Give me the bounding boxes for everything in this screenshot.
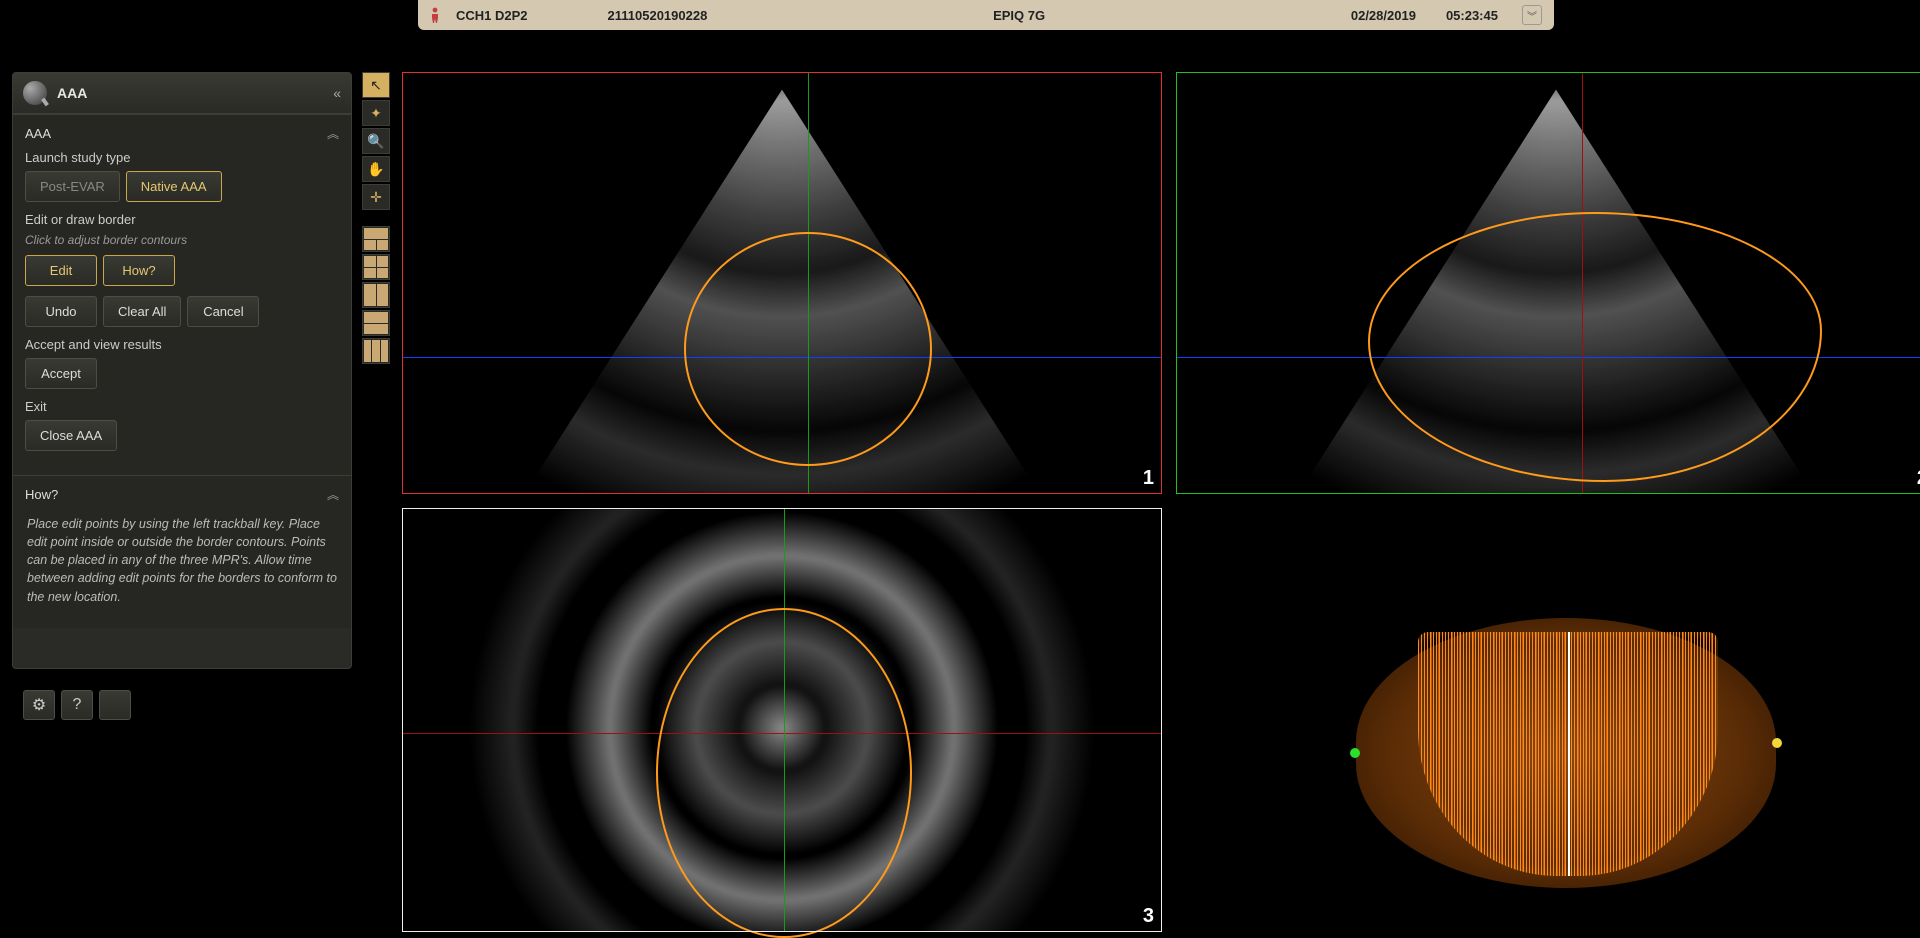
viewport-2[interactable]: 2 — [1176, 72, 1920, 494]
study-id: 21110520190228 — [608, 8, 708, 23]
pan-tool[interactable]: ✋ — [362, 156, 390, 182]
cancel-button[interactable]: Cancel — [187, 296, 259, 327]
question-icon: ? — [73, 696, 82, 714]
close-aaa-button[interactable]: Close AAA — [25, 420, 117, 451]
native-aaa-button[interactable]: Native AAA — [126, 171, 222, 202]
expand-info-button[interactable]: ︾ — [1522, 5, 1542, 25]
patient-info-bar: CCH1 D2P2 21110520190228 EPIQ 7G 02/28/2… — [418, 0, 1554, 30]
aaa-section: AAA ︽ Launch study type Post-EVAR Native… — [13, 114, 351, 475]
volume-handle-left[interactable] — [1350, 748, 1360, 758]
post-evar-button[interactable]: Post-EVAR — [25, 171, 120, 202]
how-button[interactable]: How? — [103, 255, 175, 286]
zoom-tool[interactable]: 🔍 — [362, 128, 390, 154]
help-footer-button[interactable]: ? — [61, 690, 93, 720]
launch-label: Launch study type — [25, 150, 339, 165]
undo-button[interactable]: Undo — [25, 296, 97, 327]
magnifier-icon: 🔍 — [367, 133, 384, 150]
gear-icon: ⚙ — [32, 695, 46, 715]
sidebar-footer: ⚙ ? — [13, 682, 141, 728]
sidebar-panel: AAA « AAA ︽ Launch study type Post-EVAR … — [12, 72, 352, 669]
pointer-star-icon: ✦ — [370, 105, 382, 122]
study-date: 02/28/2019 — [1351, 8, 1416, 23]
viewport-2-frame — [1176, 72, 1920, 494]
layout-5-icon — [364, 340, 388, 362]
viewport-4[interactable] — [1176, 508, 1920, 932]
collapse-sidebar-button[interactable]: « — [333, 85, 341, 101]
viewport-1[interactable]: 1 — [402, 72, 1162, 494]
edit-button[interactable]: Edit — [25, 255, 97, 286]
accept-button[interactable]: Accept — [25, 358, 97, 389]
device-name: EPIQ 7G — [993, 8, 1045, 23]
study-time: 05:23:45 — [1446, 8, 1498, 23]
sidebar-header: AAA « — [13, 73, 351, 114]
patient-label: CCH1 D2P2 — [456, 8, 528, 23]
collapse-aaa-section[interactable]: ︽ — [327, 125, 339, 142]
crosshair-icon: ✛ — [370, 189, 382, 206]
exit-label: Exit — [25, 399, 339, 414]
layout-2-button[interactable] — [362, 254, 390, 280]
pointer-icon: ↖ — [370, 77, 382, 94]
help-text: Place edit points by using the left trac… — [25, 511, 339, 614]
viewport-3[interactable]: 3 — [402, 508, 1162, 932]
viewport-1-number: 1 — [1143, 467, 1154, 490]
pointer-tool[interactable]: ↖ — [362, 72, 390, 98]
settings-button[interactable]: ⚙ — [23, 690, 55, 720]
clear-all-button[interactable]: Clear All — [103, 296, 181, 327]
sidebar-title: AAA — [57, 85, 87, 101]
aaa-section-title: AAA — [25, 126, 51, 141]
volume-stripes — [1418, 632, 1718, 876]
patient-icon — [430, 7, 440, 23]
tool-strip: ↖ ✦ 🔍 ✋ ✛ — [362, 72, 390, 364]
layout-1-button[interactable] — [362, 226, 390, 252]
pointer-star-tool[interactable]: ✦ — [362, 100, 390, 126]
layout-5-button[interactable] — [362, 338, 390, 364]
viewport-3-frame — [402, 508, 1162, 932]
crosshair-tool[interactable]: ✛ — [362, 184, 390, 210]
layout-3-button[interactable] — [362, 282, 390, 308]
help-section-title: How? — [25, 487, 58, 502]
qlogo-icon — [23, 81, 47, 105]
qlogo-footer-button[interactable] — [99, 690, 131, 720]
volume-handle-right[interactable] — [1772, 738, 1782, 748]
edit-border-label: Edit or draw border — [25, 212, 339, 227]
viewport-1-frame — [402, 72, 1162, 494]
collapse-help-section[interactable]: ︽ — [327, 486, 339, 503]
layout-4-button[interactable] — [362, 310, 390, 336]
edit-border-hint: Click to adjust border contours — [25, 233, 339, 247]
viewport-3-number: 3 — [1143, 905, 1154, 928]
layout-4-icon — [364, 312, 388, 334]
layout-1-icon — [364, 228, 388, 250]
layout-3-icon — [364, 284, 388, 306]
accept-label: Accept and view results — [25, 337, 339, 352]
volume-render[interactable] — [1356, 618, 1776, 888]
layout-2-icon — [364, 256, 388, 278]
qlogo-small-icon — [106, 696, 124, 714]
help-section: How? ︽ Place edit points by using the le… — [13, 475, 351, 628]
hand-icon: ✋ — [367, 161, 384, 178]
